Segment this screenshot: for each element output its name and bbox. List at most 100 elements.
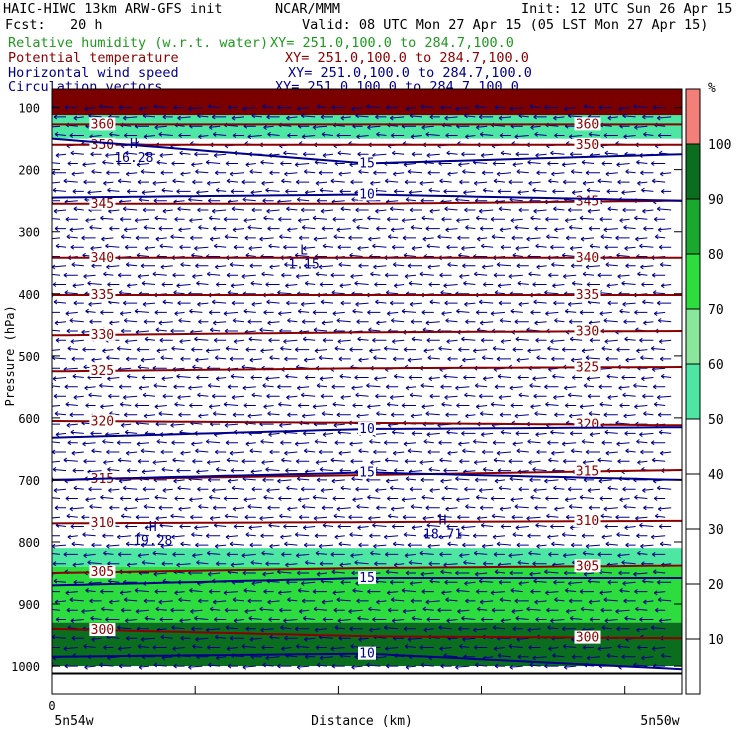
circulation-vector xyxy=(71,262,84,268)
circulation-vector xyxy=(603,227,618,233)
circulation-vector xyxy=(69,133,84,138)
colorbar-tick-label: 90 xyxy=(708,193,724,208)
rh-region-1 xyxy=(52,548,682,567)
circulation-vector xyxy=(411,245,423,251)
circulation-vector xyxy=(461,615,476,621)
circulation-vector xyxy=(192,458,203,464)
circulation-vector xyxy=(510,497,523,503)
circulation-vector xyxy=(195,636,209,642)
valid-time: Valid: 08 UTC Mon 27 Apr 15 (05 LST Mon … xyxy=(302,17,709,33)
circulation-vector xyxy=(229,450,245,456)
extremum-value: 16.28 xyxy=(114,151,153,166)
circulation-vector xyxy=(295,179,310,185)
circulation-vector xyxy=(105,243,120,249)
circulation-vector xyxy=(137,553,150,559)
circulation-vector xyxy=(138,664,150,670)
circulation-vector xyxy=(67,161,78,166)
circulation-vector xyxy=(570,357,583,363)
circulation-vector xyxy=(533,487,547,493)
circulation-vector xyxy=(509,385,523,391)
circulation-vector xyxy=(287,318,298,323)
circulation-vector xyxy=(285,188,298,194)
circulation-vector xyxy=(640,543,654,549)
circulation-vector xyxy=(72,373,84,379)
circulation-vector xyxy=(287,227,298,233)
circulation-vector xyxy=(496,450,512,456)
circulation-vector xyxy=(280,625,292,631)
circulation-vector xyxy=(389,394,405,400)
circulation-vector xyxy=(66,328,78,334)
circulation-vector xyxy=(267,320,280,326)
circulation-vector xyxy=(536,264,547,270)
circulation-vector xyxy=(357,525,369,531)
circulation-vector xyxy=(561,252,577,258)
circulation-vector xyxy=(563,570,577,576)
circulation-vector xyxy=(615,514,630,520)
circulation-vector xyxy=(283,339,298,344)
circulation-vector xyxy=(582,271,595,277)
circulation-vector xyxy=(427,449,440,455)
circulation-vector xyxy=(357,151,369,157)
circulation-vector xyxy=(428,282,440,287)
circulation-vector xyxy=(120,513,132,519)
circulation-vector xyxy=(497,653,512,659)
circulation-vector xyxy=(52,466,67,472)
circulation-vector xyxy=(423,348,434,354)
y-tick-label: 200 xyxy=(18,164,40,178)
colorbar-bin-3 xyxy=(686,254,700,309)
circulation-vector xyxy=(294,441,310,447)
circulation-vector xyxy=(84,106,96,112)
circulation-vector xyxy=(52,535,60,537)
circulation-vector xyxy=(63,272,78,278)
circulation-vector xyxy=(618,385,630,391)
circulation-vector xyxy=(209,236,221,242)
circulation-vector xyxy=(242,197,256,202)
circulation-vector xyxy=(138,385,150,391)
circulation-vector xyxy=(125,450,138,456)
circulation-vector xyxy=(456,587,470,593)
theta-contour-label: 340 xyxy=(576,251,599,266)
circulation-vector xyxy=(52,460,61,465)
circulation-vector xyxy=(338,171,351,177)
circulation-vector xyxy=(301,134,316,140)
contour-label-bg xyxy=(574,324,601,338)
circulation-vector xyxy=(550,150,565,156)
circulation-vector xyxy=(249,169,262,175)
circulation-vector xyxy=(54,505,66,511)
circulation-vector xyxy=(376,599,387,605)
circulation-vector xyxy=(357,336,369,342)
circulation-vector xyxy=(545,496,559,501)
theta-contour-label: 325 xyxy=(91,364,114,379)
circulation-vector xyxy=(579,215,595,221)
circulation-vector xyxy=(126,562,138,568)
circulation-vector xyxy=(518,486,529,492)
circulation-vector xyxy=(475,124,488,130)
circulation-vector xyxy=(429,393,440,399)
circulation-vector xyxy=(480,432,494,438)
circulation-vector xyxy=(479,131,494,137)
circulation-vector xyxy=(85,308,96,314)
circulation-vector xyxy=(156,533,167,539)
circulation-vector xyxy=(580,606,595,612)
circulation-vector xyxy=(404,643,417,649)
plot-frame xyxy=(51,88,683,695)
circulation-vector xyxy=(358,357,369,363)
circulation-vector xyxy=(579,309,594,315)
circulation-vector xyxy=(622,207,636,213)
circulation-vector xyxy=(657,133,672,138)
circulation-vector xyxy=(456,497,470,503)
circulation-vector xyxy=(339,373,351,379)
circulation-vector xyxy=(207,198,221,204)
circulation-vector xyxy=(319,561,333,567)
circulation-vector xyxy=(160,543,173,549)
circulation-vector xyxy=(472,348,488,354)
circulation-vector xyxy=(91,357,102,363)
circulation-vector xyxy=(534,411,547,417)
circulation-vector xyxy=(390,318,405,323)
circulation-vector xyxy=(510,308,523,314)
circulation-vector xyxy=(296,197,310,202)
circulation-vector xyxy=(597,551,612,557)
circulation-vector xyxy=(205,533,221,539)
circulation-vector xyxy=(66,234,78,240)
circulation-vector xyxy=(91,448,102,454)
